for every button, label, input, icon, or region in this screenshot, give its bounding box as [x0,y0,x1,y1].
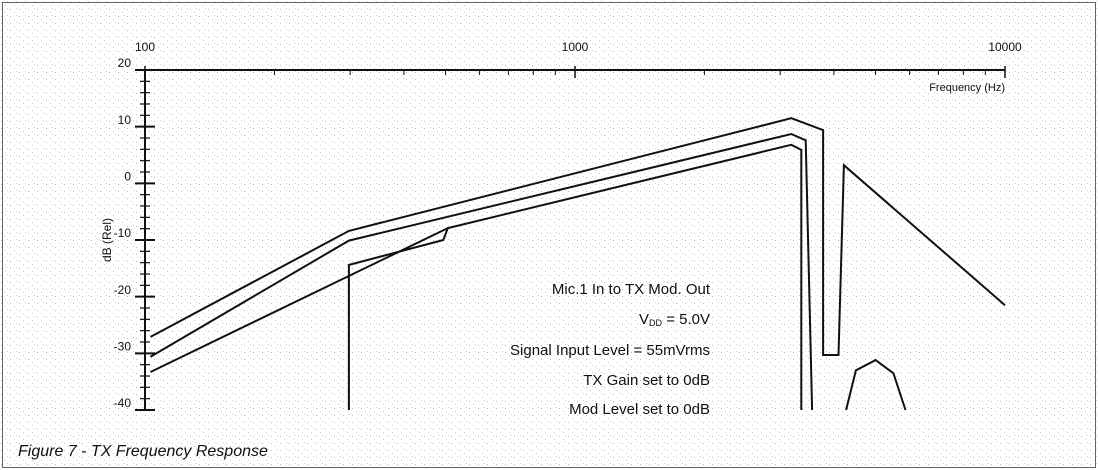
vdd-subscript: DD [649,318,662,328]
annotation: Mod Level set to 0dB [569,401,710,418]
y-tick-label: -30 [114,340,132,354]
annotation: Mic.1 In to TX Mod. Out [552,281,711,298]
annotation: TX Gain set to 0dB [583,372,710,389]
vdd-text: = 5.0V [662,311,710,328]
y-axis-label: dB (Rel) [100,218,114,262]
y-tick-label: -10 [114,226,132,240]
x-axis-label: Frequency (Hz) [929,82,1005,94]
x-tick-label: 100 [135,40,155,54]
response-curve [845,358,907,411]
response-curve [347,143,803,410]
response-curve [150,117,1006,356]
y-tick-label: 20 [118,56,132,70]
annotation: VDD = 5.0V [639,311,710,328]
x-tick-label: 1000 [562,40,589,54]
vdd-symbol: V [639,311,649,328]
y-tick-label: 10 [118,113,132,127]
caption: Figure 7 - TX Frequency Response [18,443,268,460]
x-tick-label: 10000 [988,40,1022,54]
y-tick-label: 0 [124,170,131,184]
annotation: Signal Input Level = 55mVrms [510,342,710,359]
y-tick-label: -40 [114,396,132,410]
y-tick-label: -20 [114,283,132,297]
response-curve [149,132,814,411]
